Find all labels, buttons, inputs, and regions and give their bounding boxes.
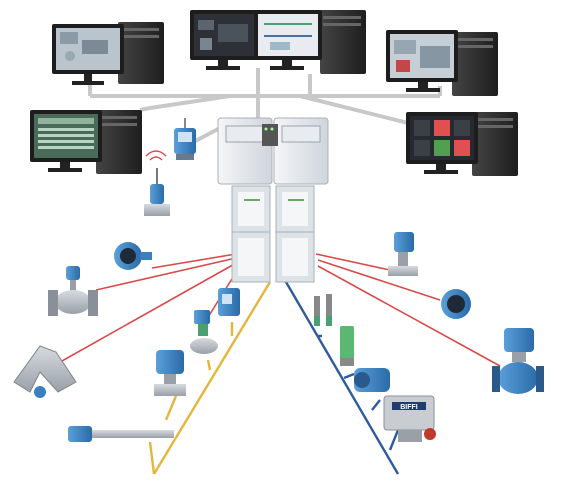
actuator-badge-text: BIFFI <box>400 404 418 411</box>
workstation-3[interactable] <box>386 30 498 96</box>
pressure-transmitter-left[interactable] <box>114 242 152 270</box>
pc-tower <box>472 112 518 176</box>
valve-positioner[interactable] <box>218 288 240 316</box>
coriolis-meter[interactable] <box>13 345 77 398</box>
thermowell-probe[interactable] <box>68 426 174 442</box>
wireless-transmitter[interactable] <box>144 150 170 216</box>
level-transmitter[interactable] <box>154 350 186 396</box>
workstation-5[interactable] <box>406 112 518 176</box>
controller[interactable] <box>217 117 329 283</box>
analog-wiring <box>45 253 501 371</box>
magnetic-flowmeter[interactable] <box>492 328 544 394</box>
vortex-flowmeter[interactable] <box>48 266 98 316</box>
pc-tower <box>452 32 498 96</box>
workstation-2[interactable] <box>190 10 366 74</box>
valve-actuator[interactable]: BIFFI <box>383 395 436 442</box>
pc-tower <box>320 10 366 74</box>
network-cabling <box>88 68 442 150</box>
temperature-transmitter-right[interactable] <box>441 289 471 319</box>
pc-tower <box>96 110 142 174</box>
fieldbus-blue <box>284 281 400 475</box>
pc-tower <box>118 22 164 84</box>
photo-sensor[interactable] <box>340 326 354 366</box>
workstation-1[interactable] <box>52 22 164 85</box>
fieldbus-yellow <box>148 281 272 475</box>
proximity-sensors[interactable] <box>314 294 332 326</box>
wireless-gateway[interactable] <box>174 118 196 160</box>
actuator-badge <box>392 402 426 410</box>
pressure-transmitter-right[interactable] <box>388 232 418 276</box>
workstation-4[interactable] <box>30 110 142 174</box>
motor[interactable] <box>354 368 390 392</box>
control-valve[interactable] <box>190 310 218 354</box>
